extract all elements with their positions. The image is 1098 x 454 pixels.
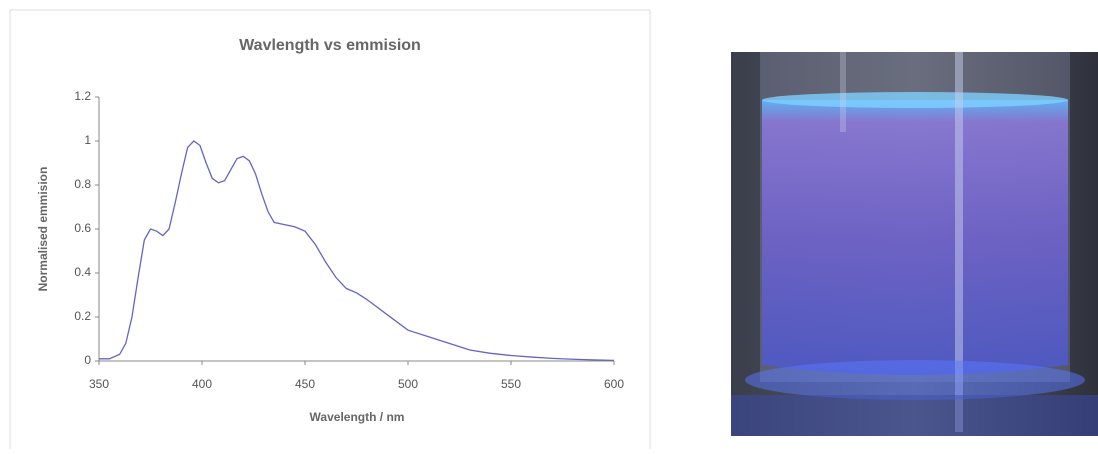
y-tick-label: 0.6 <box>74 221 91 235</box>
x-tick-label: 350 <box>89 377 109 391</box>
x-tick-label: 550 <box>501 377 521 391</box>
x-tick-label: 500 <box>398 377 418 391</box>
y-tick-label: 0 <box>84 353 91 367</box>
x-axis-label: Wavelength / nm <box>310 410 405 424</box>
line-series <box>99 140 615 361</box>
y-tick-label: 1.2 <box>74 89 91 103</box>
chart-frame <box>9 9 651 451</box>
x-tick-label: 450 <box>295 377 315 391</box>
chart-title: Wavlength vs emmision <box>239 37 421 54</box>
photo <box>731 52 1098 436</box>
y-tick-label: 1 <box>84 133 91 147</box>
x-tick-label: 600 <box>604 377 624 391</box>
y-tick-label: 0.4 <box>74 265 91 279</box>
x-tick-label: 400 <box>192 377 212 391</box>
y-tick-label: 0.2 <box>74 309 91 323</box>
y-tick-label: 0.8 <box>74 177 91 191</box>
y-axis-label: Normalised emmision <box>36 167 50 292</box>
